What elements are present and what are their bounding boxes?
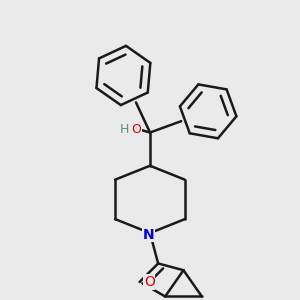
Text: O: O [131, 122, 141, 136]
Text: O: O [144, 275, 155, 289]
Text: N: N [142, 228, 154, 242]
Text: H: H [120, 122, 129, 136]
